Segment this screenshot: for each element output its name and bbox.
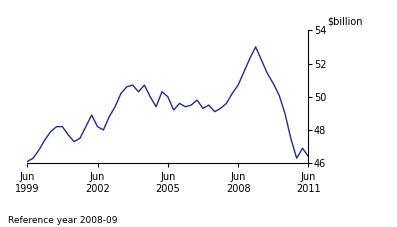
Text: Reference year 2008-09: Reference year 2008-09 xyxy=(8,216,118,225)
Y-axis label: $billion: $billion xyxy=(327,16,363,26)
